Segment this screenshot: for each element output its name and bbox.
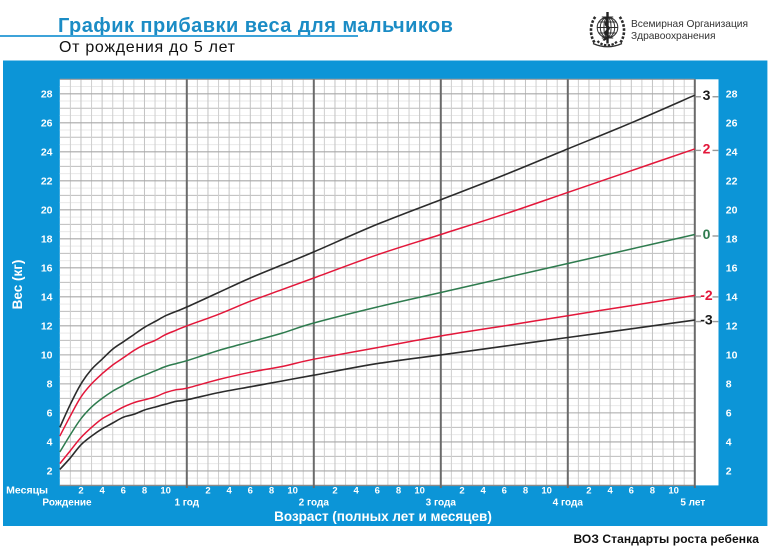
svg-text:1 год: 1 год xyxy=(174,498,199,509)
svg-text:14: 14 xyxy=(726,291,738,303)
svg-text:6: 6 xyxy=(47,407,53,419)
svg-text:16: 16 xyxy=(726,262,738,274)
svg-text:8: 8 xyxy=(142,486,147,497)
svg-text:4: 4 xyxy=(353,486,359,497)
svg-text:12: 12 xyxy=(726,320,738,332)
svg-text:5 лет: 5 лет xyxy=(680,498,705,509)
svg-text:14: 14 xyxy=(41,291,53,303)
svg-text:4: 4 xyxy=(480,486,486,497)
svg-text:20: 20 xyxy=(41,204,53,216)
svg-text:0: 0 xyxy=(703,226,711,242)
svg-text:24: 24 xyxy=(41,146,53,158)
svg-text:6: 6 xyxy=(248,486,253,497)
svg-text:12: 12 xyxy=(41,320,53,332)
svg-text:4: 4 xyxy=(607,486,613,497)
svg-text:8: 8 xyxy=(47,378,53,390)
svg-text:3 года: 3 года xyxy=(426,498,457,509)
svg-text:6: 6 xyxy=(629,486,634,497)
svg-text:4: 4 xyxy=(726,436,732,448)
svg-text:8: 8 xyxy=(396,486,401,497)
svg-text:6: 6 xyxy=(121,486,126,497)
svg-text:Возраст (полных лет и месяцев): Возраст (полных лет и месяцев) xyxy=(274,509,492,524)
svg-text:Месяцы: Месяцы xyxy=(6,485,48,497)
svg-text:22: 22 xyxy=(41,175,53,187)
svg-text:4 года: 4 года xyxy=(553,498,584,509)
svg-text:18: 18 xyxy=(41,233,53,245)
svg-text:3: 3 xyxy=(703,87,711,103)
svg-text:Вес (кг): Вес (кг) xyxy=(10,260,25,310)
svg-text:8: 8 xyxy=(269,486,274,497)
svg-text:8: 8 xyxy=(726,378,732,390)
svg-text:-2: -2 xyxy=(700,287,713,303)
svg-text:2 года: 2 года xyxy=(299,498,330,509)
svg-text:10: 10 xyxy=(541,486,552,497)
svg-text:10: 10 xyxy=(726,349,738,361)
svg-text:28: 28 xyxy=(41,88,53,100)
svg-text:Рождение: Рождение xyxy=(42,498,92,509)
svg-text:-3: -3 xyxy=(700,312,713,328)
svg-text:2: 2 xyxy=(78,486,83,497)
svg-text:20: 20 xyxy=(726,204,738,216)
svg-text:4: 4 xyxy=(47,436,53,448)
svg-text:6: 6 xyxy=(502,486,507,497)
svg-text:2: 2 xyxy=(47,466,53,478)
svg-text:6: 6 xyxy=(726,407,732,419)
svg-text:18: 18 xyxy=(726,233,738,245)
svg-text:8: 8 xyxy=(523,486,528,497)
svg-text:10: 10 xyxy=(668,486,679,497)
svg-text:10: 10 xyxy=(414,486,425,497)
svg-text:2: 2 xyxy=(703,140,711,156)
svg-text:10: 10 xyxy=(160,486,171,497)
svg-text:26: 26 xyxy=(41,117,53,129)
svg-text:4: 4 xyxy=(99,486,105,497)
svg-text:26: 26 xyxy=(726,117,738,129)
svg-text:22: 22 xyxy=(726,175,738,187)
svg-text:6: 6 xyxy=(375,486,380,497)
svg-text:4: 4 xyxy=(226,486,232,497)
svg-text:28: 28 xyxy=(726,88,738,100)
svg-text:2: 2 xyxy=(459,486,464,497)
svg-text:2: 2 xyxy=(726,466,732,478)
svg-text:2: 2 xyxy=(205,486,210,497)
svg-text:8: 8 xyxy=(650,486,655,497)
svg-text:2: 2 xyxy=(332,486,337,497)
svg-text:10: 10 xyxy=(287,486,298,497)
svg-text:24: 24 xyxy=(726,146,738,158)
svg-text:2: 2 xyxy=(586,486,591,497)
svg-text:16: 16 xyxy=(41,262,53,274)
svg-text:10: 10 xyxy=(41,349,53,361)
